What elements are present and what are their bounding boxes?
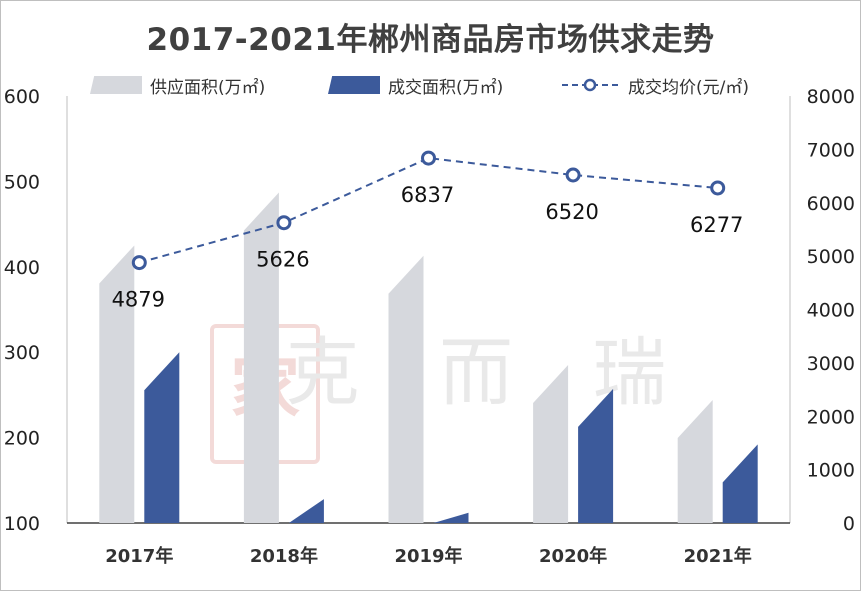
legend-label-deal: 成交面积(万㎡): [388, 77, 504, 98]
y-left-tick-label: 500: [4, 171, 40, 193]
legend-swatch-deal: [328, 76, 380, 94]
legend-item-deal: 成交面积(万㎡): [328, 72, 503, 98]
data-labels: 4879 5626 6837 6520 6277: [112, 183, 744, 312]
bar-deal: [144, 352, 180, 523]
bars: [99, 192, 758, 523]
legend-item-price: 成交均价(元/㎡): [560, 72, 749, 98]
y-right-tick-label: 3000: [807, 353, 855, 375]
legend-swatch-supply: [90, 76, 142, 94]
y-right-tick-label: 1000: [807, 460, 855, 482]
x-tick-label: 2021年: [684, 545, 752, 567]
bar-supply: [99, 245, 135, 523]
y-right-tick-label: 2000: [807, 406, 855, 428]
y-right-tick-label: 5000: [807, 246, 855, 268]
x-tick-label: 2018年: [250, 545, 318, 567]
y-right-tick-label: 6000: [807, 193, 855, 215]
price-point: [131, 255, 147, 271]
price-line: [131, 150, 726, 271]
x-tick-label: 2019年: [394, 545, 462, 567]
bar-supply: [677, 400, 713, 523]
x-tick-label: 2017年: [105, 545, 173, 567]
y-right-tick-label: 8000: [807, 86, 855, 108]
bar-deal: [433, 512, 469, 523]
price-data-label: 6837: [401, 183, 454, 207]
y-right-tick-label: 0: [843, 513, 855, 535]
price-point: [276, 215, 292, 231]
y-left-tick-label: 600: [4, 86, 40, 108]
legend-label-price: 成交均价(元/㎡): [628, 77, 749, 98]
legend: 供应面积(万㎡) 成交面积(万㎡) 成交均价(元/㎡): [90, 72, 810, 98]
y-left-tick-label: 200: [4, 428, 40, 450]
legend-item-supply: 供应面积(万㎡): [90, 72, 265, 98]
price-data-label: 4879: [112, 288, 165, 312]
bar-supply: [243, 192, 279, 523]
legend-label-supply: 供应面积(万㎡): [150, 77, 266, 98]
bar-supply: [388, 255, 424, 523]
bar-deal: [722, 444, 758, 523]
price-point: [565, 167, 581, 183]
price-point: [421, 150, 436, 166]
watermark: 家 克 而 瑞: [210, 324, 694, 464]
axes: 1002003004005006000100020003000400050006…: [4, 86, 855, 567]
y-left-tick-label: 400: [4, 257, 40, 279]
price-data-label: 5626: [256, 248, 309, 272]
legend-swatch-price: [562, 78, 618, 92]
chart-title: 2017-2021年郴州商品房市场供求走势: [146, 22, 715, 58]
y-right-tick-label: 4000: [807, 300, 855, 322]
watermark-text: 克 而 瑞: [285, 330, 694, 416]
price-point: [710, 180, 726, 196]
y-right-tick-label: 7000: [807, 139, 855, 161]
price-line-path: [139, 157, 718, 264]
y-left-tick-label: 300: [4, 342, 40, 364]
price-data-label: 6277: [690, 213, 743, 237]
x-tick-label: 2020年: [539, 545, 607, 567]
price-data-label: 6520: [545, 200, 598, 224]
bar-supply: [533, 365, 569, 523]
bar-deal: [288, 499, 324, 523]
y-left-tick-label: 100: [4, 513, 40, 535]
bar-deal: [578, 388, 614, 523]
